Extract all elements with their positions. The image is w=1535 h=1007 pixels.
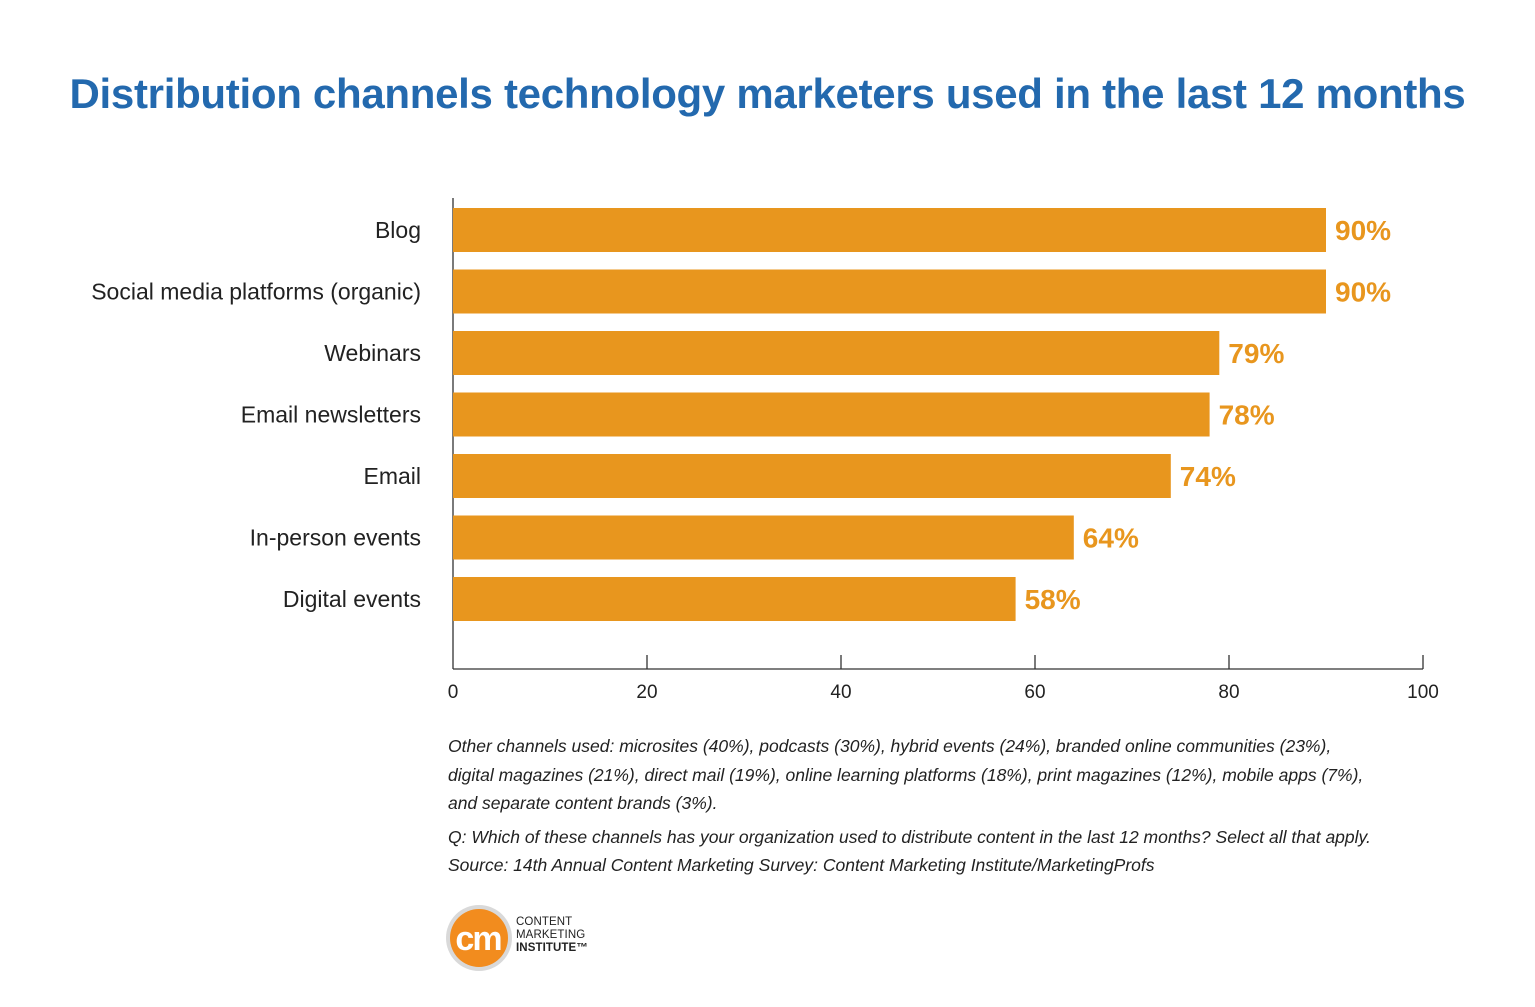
category-label: Email — [363, 463, 421, 489]
value-label: 79% — [1228, 338, 1284, 369]
cmi-logo: cm CONTENT MARKETING INSTITUTE™ — [444, 903, 644, 975]
bar — [453, 454, 1171, 498]
x-tick-label: 60 — [1024, 682, 1045, 703]
x-tick-label: 80 — [1218, 682, 1239, 703]
bar-chart: 0 20 40 60 80 100 Blog 90% Social media platform… — [91, 198, 1439, 703]
other-channels-note: Other channels used: microsites (40%), p… — [448, 732, 1508, 818]
value-label: 90% — [1335, 277, 1391, 308]
bar — [453, 269, 1326, 314]
logo-line-institute: INSTITUTE™ — [516, 942, 588, 954]
logo-line-content: CONTENT — [516, 916, 573, 928]
value-label: 64% — [1083, 523, 1139, 554]
bar — [453, 577, 1016, 621]
x-tick-label: 20 — [636, 682, 657, 703]
category-label: Digital events — [283, 586, 421, 612]
x-tick-label: 100 — [1407, 682, 1439, 703]
category-label: Email newsletters — [241, 402, 421, 428]
category-label: In-person events — [250, 525, 421, 551]
category-label: Blog — [375, 217, 421, 243]
x-tick-label: 40 — [830, 682, 851, 703]
logo-mark-text: cm — [455, 920, 501, 958]
chart-title: Distribution channels technology markete… — [69, 70, 1466, 117]
value-label: 90% — [1335, 215, 1391, 246]
content-marketing-institute-logo-icon: cm — [446, 905, 512, 971]
bar — [453, 392, 1210, 437]
chart-notes: Other channels used: microsites (40%), p… — [448, 732, 1508, 880]
survey-source: Source: 14th Annual Content Marketing Su… — [448, 855, 1155, 875]
bar — [453, 331, 1220, 375]
category-label: Webinars — [324, 340, 421, 366]
other-channels-line: digital magazines (21%), direct mail (19… — [448, 764, 1364, 785]
bar — [453, 515, 1074, 560]
value-label: 78% — [1219, 400, 1275, 431]
survey-question: Q: Which of these channels has your orga… — [448, 826, 1371, 847]
logo-line-marketing: MARKETING — [516, 929, 586, 941]
value-label: 74% — [1180, 461, 1236, 492]
other-channels-line: and separate content brands (3%). — [448, 793, 718, 813]
other-channels-line: Other channels used: microsites (40%), p… — [448, 736, 1332, 756]
logo-wordmark: CONTENT MARKETING INSTITUTE™ — [516, 916, 588, 955]
bar — [453, 208, 1326, 252]
x-tick-label: 0 — [448, 682, 459, 703]
category-label: Social media platforms (organic) — [91, 279, 421, 305]
value-label: 58% — [1025, 584, 1081, 615]
